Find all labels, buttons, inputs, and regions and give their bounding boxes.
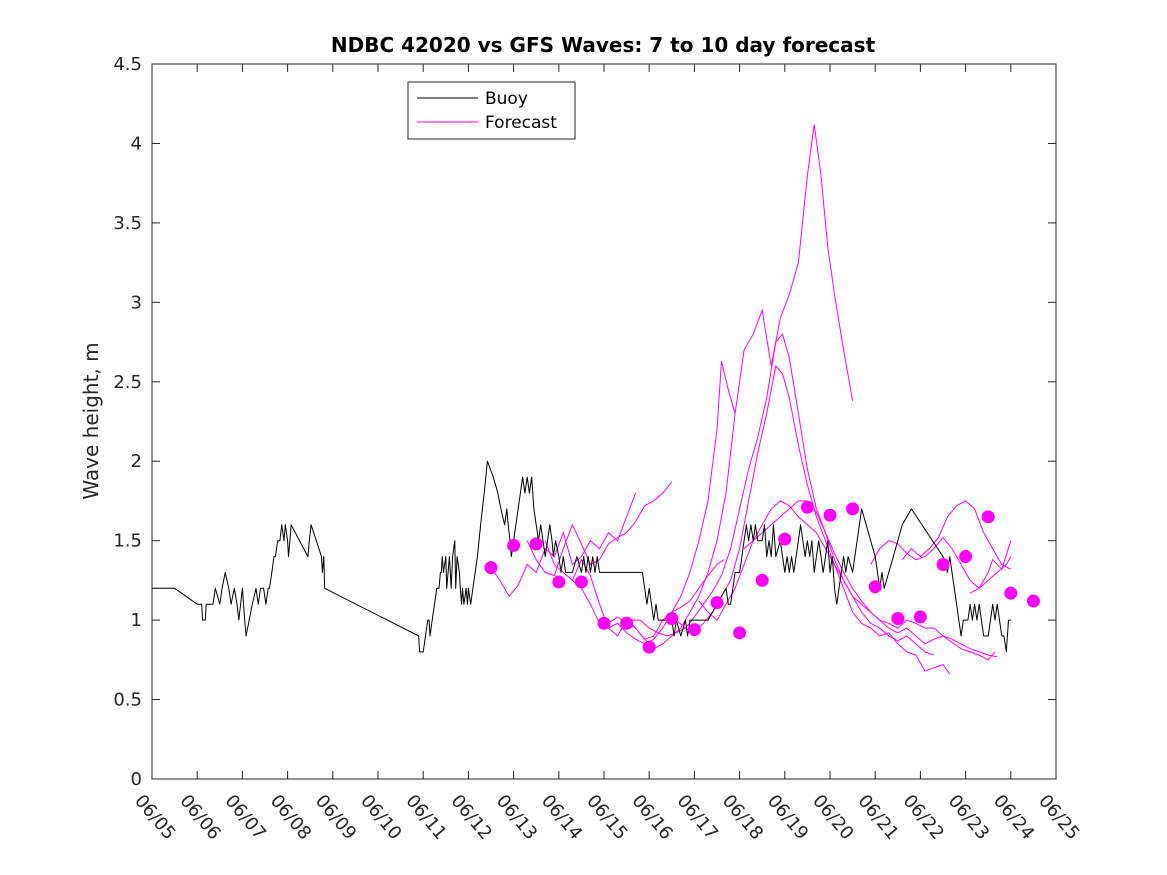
- legend-buoy-label: Buoy: [485, 89, 528, 109]
- forecast-line: [901, 500, 1012, 570]
- forecast-marker: [620, 616, 634, 630]
- y-tick-label: 2.5: [113, 372, 142, 393]
- y-tick-label: 3.5: [113, 213, 142, 234]
- forecast-marker: [959, 550, 973, 564]
- legend: Buoy Forecast: [407, 81, 576, 140]
- forecast-marker: [823, 508, 837, 522]
- forecast-marker: [891, 612, 905, 626]
- forecast-marker: [687, 623, 701, 637]
- y-tick-label: 0.5: [113, 690, 142, 711]
- y-tick-label: 2: [131, 451, 142, 472]
- forecast-marker: [846, 502, 860, 516]
- forecast-line: [870, 536, 1012, 589]
- chart-title: NDBC 42020 vs GFS Waves: 7 to 10 day for…: [331, 33, 876, 57]
- forecast-line: [743, 500, 998, 658]
- y-tick-label: 3: [131, 292, 142, 313]
- forecast-marker: [868, 580, 882, 594]
- buoy-line: [152, 460, 1011, 653]
- forecast-marker: [1026, 594, 1040, 608]
- y-tick-label: 0: [131, 769, 142, 790]
- legend-box: [407, 81, 576, 140]
- forecast-marker: [733, 626, 747, 640]
- forecast-marker: [936, 558, 950, 571]
- forecast-line: [526, 481, 673, 577]
- forecast-marker: [642, 640, 656, 654]
- forecast-line: [698, 500, 996, 661]
- forecast-marker: [710, 596, 724, 610]
- forecast-marker: [778, 532, 792, 546]
- forecast-line: [490, 492, 637, 598]
- y-tick-label: 4: [131, 133, 142, 154]
- forecast-marker: [981, 510, 995, 524]
- series-layer: [152, 124, 1040, 675]
- forecast-marker: [597, 616, 611, 630]
- forecast-marker: [507, 538, 521, 552]
- forecast-marker: [484, 561, 498, 575]
- forecast-marker: [800, 500, 814, 514]
- legend-forecast-label: Forecast: [485, 113, 557, 133]
- forecast-line: [969, 540, 1012, 594]
- forecast-marker: [665, 612, 679, 626]
- forecast-marker: [574, 575, 588, 589]
- y-tick-label: 1.5: [113, 531, 142, 552]
- forecast-marker: [755, 573, 769, 587]
- y-axis-label: Wave height, m: [79, 342, 103, 499]
- y-tick-label: 4.5: [113, 54, 142, 75]
- forecast-marker: [1004, 586, 1018, 600]
- forecast-marker: [529, 537, 543, 551]
- forecast-marker: [552, 575, 566, 589]
- y-tick-label: 1: [131, 610, 142, 631]
- forecast-marker: [913, 610, 927, 624]
